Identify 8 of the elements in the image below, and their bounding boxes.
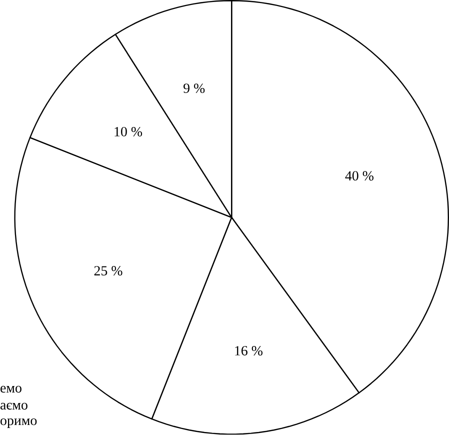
data-label: 40 %	[345, 171, 374, 181]
data-label: 16 %	[235, 346, 262, 356]
text: оримо	[0, 418, 37, 428]
text: емо	[0, 386, 22, 393]
text: аємо	[0, 402, 28, 410]
data-label: 10 %	[114, 127, 142, 137]
data-label: 25 %	[94, 266, 122, 276]
data-label: 9 %	[184, 84, 205, 94]
